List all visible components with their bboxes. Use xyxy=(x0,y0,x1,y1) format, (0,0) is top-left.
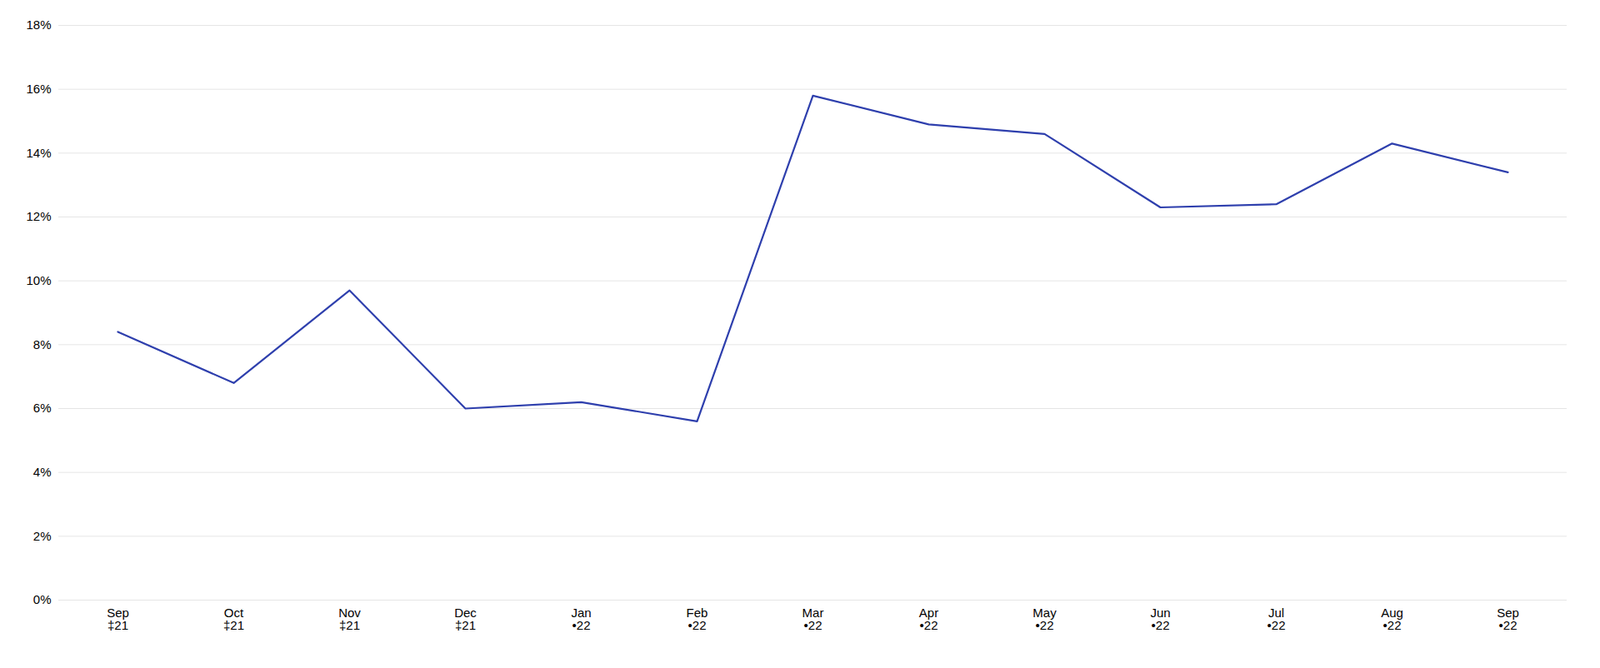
svg-text:6%: 6% xyxy=(33,400,52,415)
svg-text:Jul•22: Jul•22 xyxy=(1267,605,1286,633)
svg-text:Jun•22: Jun•22 xyxy=(1150,605,1170,633)
svg-text:16%: 16% xyxy=(25,81,51,96)
svg-text:Oct‡21: Oct‡21 xyxy=(223,605,245,633)
svg-text:0%: 0% xyxy=(33,592,52,607)
svg-text:Sep•22: Sep•22 xyxy=(1496,605,1520,633)
svg-text:Nov‡21: Nov‡21 xyxy=(338,605,361,633)
svg-text:Dec‡21: Dec‡21 xyxy=(454,605,477,633)
svg-text:14%: 14% xyxy=(25,145,51,160)
svg-text:Mar•22: Mar•22 xyxy=(802,605,825,633)
svg-text:Feb•22: Feb•22 xyxy=(686,605,709,633)
svg-text:18%: 18% xyxy=(25,17,51,32)
svg-text:8%: 8% xyxy=(33,337,52,352)
svg-text:Apr•22: Apr•22 xyxy=(919,605,939,633)
svg-text:10%: 10% xyxy=(25,273,51,288)
svg-text:4%: 4% xyxy=(33,465,52,480)
svg-text:May•22: May•22 xyxy=(1032,605,1057,633)
svg-text:Jan•22: Jan•22 xyxy=(570,605,591,633)
svg-text:Aug•22: Aug•22 xyxy=(1380,605,1404,633)
svg-text:2%: 2% xyxy=(33,529,52,544)
svg-text:Sep‡21: Sep‡21 xyxy=(106,605,130,633)
svg-text:12%: 12% xyxy=(25,209,51,224)
